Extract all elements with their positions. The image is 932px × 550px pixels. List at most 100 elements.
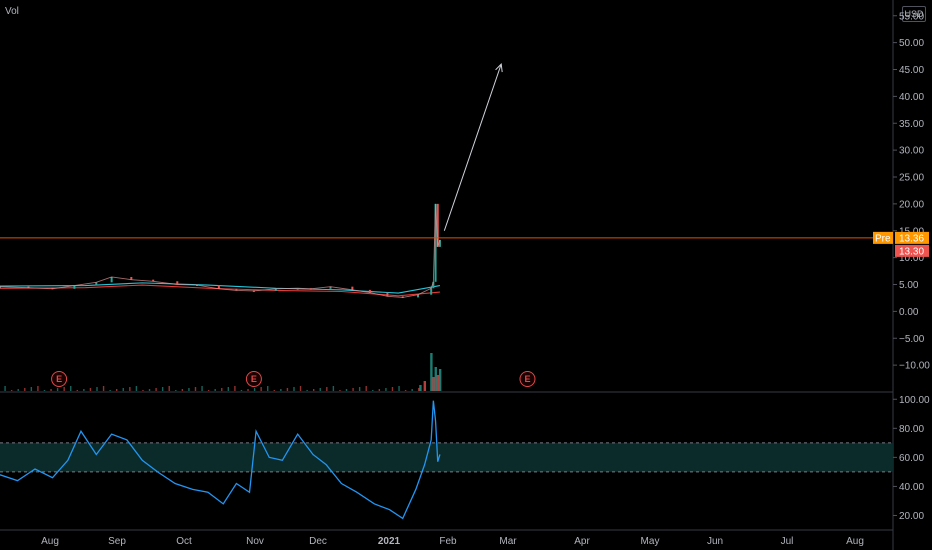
price-candle bbox=[274, 288, 277, 291]
price-candle bbox=[351, 286, 354, 290]
time-tick-label: 2021 bbox=[378, 536, 401, 547]
time-tick-label: May bbox=[641, 536, 660, 547]
volume-bar bbox=[4, 386, 6, 391]
price-candle bbox=[176, 281, 179, 285]
volume-bar bbox=[438, 369, 442, 391]
volume-bar bbox=[227, 387, 230, 391]
trend-arrow-line bbox=[443, 63, 502, 231]
volume-bar bbox=[434, 367, 437, 391]
earnings-marker bbox=[245, 371, 262, 387]
volume-bar bbox=[339, 390, 341, 391]
price-tick-label: 25.00 bbox=[899, 173, 924, 184]
volume-bar bbox=[273, 390, 275, 391]
volume-bar bbox=[418, 388, 420, 391]
volume-bar bbox=[89, 388, 92, 391]
volume-bar bbox=[122, 388, 124, 391]
price-candle bbox=[368, 289, 371, 293]
trend-arrow-head bbox=[495, 63, 503, 73]
volume-bar bbox=[352, 388, 354, 391]
price-candle bbox=[0, 286, 1, 289]
earnings-marker bbox=[51, 371, 68, 387]
volume-bar bbox=[214, 389, 216, 391]
volume-bar bbox=[306, 390, 308, 391]
time-tick-label: Apr bbox=[574, 536, 590, 547]
volume-bar bbox=[423, 381, 427, 391]
price-candle bbox=[417, 294, 420, 298]
volume-bar bbox=[168, 386, 170, 391]
volume-bar bbox=[319, 388, 321, 391]
volume-bar bbox=[326, 387, 328, 391]
oscillator-band bbox=[0, 442, 893, 472]
price-candle bbox=[95, 282, 98, 286]
price-tick-label: 5.00 bbox=[899, 280, 919, 291]
volume-bar bbox=[345, 389, 348, 391]
time-tick-label: Mar bbox=[499, 536, 517, 547]
volume-bar bbox=[96, 387, 98, 391]
volume-bar bbox=[43, 390, 46, 391]
price-tick-label: 45.00 bbox=[899, 65, 924, 76]
time-tick-label: Jul bbox=[781, 536, 794, 547]
volume-bar bbox=[332, 386, 335, 391]
volume-bar bbox=[201, 386, 203, 391]
price-candle bbox=[217, 285, 220, 289]
time-tick-label: Aug bbox=[41, 536, 59, 547]
close-price-box bbox=[895, 244, 929, 257]
price-tick-label: 40.00 bbox=[899, 92, 924, 103]
price-tick-label: 55.00 bbox=[899, 11, 924, 22]
price-line bbox=[0, 203, 441, 298]
volume-bar bbox=[207, 390, 210, 391]
price-candle bbox=[329, 286, 332, 289]
time-tick-label: Nov bbox=[246, 536, 264, 547]
volume-bar bbox=[161, 387, 164, 391]
volume-bar bbox=[404, 390, 407, 391]
volume-label: Vol bbox=[5, 6, 19, 17]
volume-bar bbox=[30, 387, 33, 391]
osc-tick-label: 80.00 bbox=[899, 424, 924, 435]
volume-bar bbox=[378, 389, 381, 391]
volume-bar bbox=[17, 389, 19, 391]
earnings-marker-label: E bbox=[524, 374, 530, 384]
volume-bar bbox=[83, 389, 85, 391]
price-tick-label: −5.00 bbox=[899, 334, 925, 345]
volume-bar bbox=[102, 386, 105, 391]
price-tick-label: 30.00 bbox=[899, 146, 924, 157]
time-tick-label: Jun bbox=[707, 536, 723, 547]
volume-bar bbox=[436, 375, 440, 391]
volume-bar bbox=[50, 389, 52, 391]
price-tick-label: 15.00 bbox=[899, 226, 924, 237]
time-tick-label: Sep bbox=[108, 536, 126, 547]
volume-bar bbox=[63, 387, 65, 391]
earnings-marker-label: E bbox=[56, 374, 62, 384]
moving-average-line bbox=[0, 282, 441, 294]
volume-bar bbox=[372, 390, 374, 391]
osc-tick-label: 20.00 bbox=[899, 511, 924, 522]
price-tick-label: −10.00 bbox=[899, 361, 930, 372]
volume-bar bbox=[142, 390, 144, 391]
price-tick-label: 10.00 bbox=[899, 253, 924, 264]
price-candle bbox=[296, 288, 299, 290]
volume-bar bbox=[430, 353, 433, 391]
volume-bar bbox=[129, 387, 131, 391]
volume-bar bbox=[194, 387, 197, 391]
volume-bar bbox=[37, 386, 39, 391]
price-candle bbox=[434, 203, 437, 282]
price-candle bbox=[436, 203, 439, 247]
close-price: 13.30 bbox=[899, 246, 924, 257]
currency-button[interactable]: USD bbox=[902, 6, 926, 22]
volume-bar bbox=[24, 388, 26, 391]
volume-bar bbox=[280, 389, 282, 391]
price-tick-label: 35.00 bbox=[899, 119, 924, 130]
earnings-marker bbox=[519, 371, 536, 387]
volume-bar bbox=[267, 386, 269, 391]
price-candle bbox=[235, 288, 238, 291]
volume-bar bbox=[181, 389, 184, 391]
volume-bar bbox=[385, 388, 387, 391]
volume-bar bbox=[116, 389, 118, 391]
volume-bar bbox=[234, 386, 236, 391]
volume-bar bbox=[135, 386, 138, 391]
volume-bar bbox=[293, 387, 295, 391]
volume-bar bbox=[419, 385, 422, 391]
volume-bar bbox=[299, 386, 302, 391]
pre-market-price: 13.36 bbox=[899, 233, 924, 244]
